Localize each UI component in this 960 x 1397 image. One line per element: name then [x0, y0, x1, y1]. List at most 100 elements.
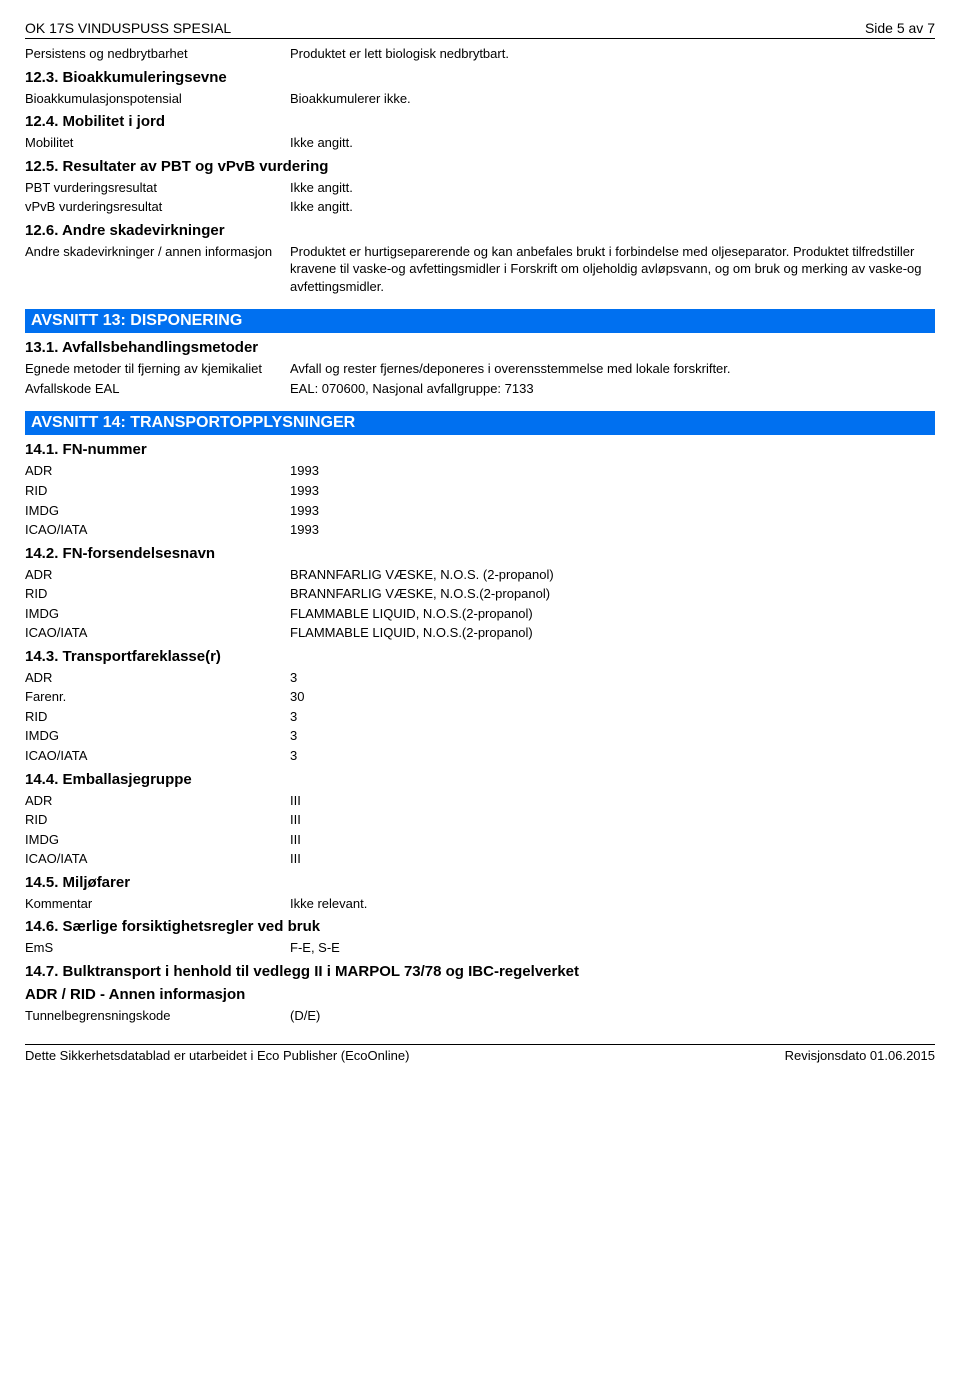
row-avfall-metode: Egnede metoder til fjerning av kjemikali…	[25, 360, 935, 378]
heading-12-5: 12.5. Resultater av PBT og vPvB vurderin…	[25, 158, 935, 175]
page-header: OK 17S VINDUSPUSS SPESIAL Side 5 av 7	[25, 20, 935, 39]
row-fn-imdg: IMDG 1993	[25, 502, 935, 520]
label-class-rid: RID	[25, 708, 290, 726]
label-class-imdg: IMDG	[25, 727, 290, 745]
value-pbt: Ikke angitt.	[290, 179, 935, 197]
row-fn-adr: ADR 1993	[25, 462, 935, 480]
value-class-rid: 3	[290, 708, 935, 726]
row-persistens: Persistens og nedbrytbarhet Produktet er…	[25, 45, 935, 63]
label-pg-icao: ICAO/IATA	[25, 850, 290, 868]
label-pg-rid: RID	[25, 811, 290, 829]
value-avfall-metode: Avfall og rester fjernes/deponeres i ove…	[290, 360, 935, 378]
value-name-adr: BRANNFARLIG VÆSKE, N.O.S. (2-propanol)	[290, 566, 935, 584]
label-class-adr: ADR	[25, 669, 290, 687]
value-mobilitet: Ikke angitt.	[290, 134, 935, 152]
heading-12-4: 12.4. Mobilitet i jord	[25, 113, 935, 130]
row-andre-skadevirkninger: Andre skadevirkninger / annen informasjo…	[25, 243, 935, 296]
value-pg-adr: III	[290, 792, 935, 810]
label-vpvb: vPvB vurderingsresultat	[25, 198, 290, 216]
value-ems: F-E, S-E	[290, 939, 935, 957]
label-name-rid: RID	[25, 585, 290, 603]
label-persistens: Persistens og nedbrytbarhet	[25, 45, 290, 63]
label-name-adr: ADR	[25, 566, 290, 584]
label-fn-rid: RID	[25, 482, 290, 500]
row-class-imdg: IMDG 3	[25, 727, 935, 745]
value-pg-rid: III	[290, 811, 935, 829]
value-andre-skadevirkninger: Produktet er hurtigseparerende og kan an…	[290, 243, 935, 296]
row-class-adr: ADR 3	[25, 669, 935, 687]
heading-adr-rid-annen: ADR / RID - Annen informasjon	[25, 986, 935, 1003]
row-eal: Avfallskode EAL EAL: 070600, Nasjonal av…	[25, 380, 935, 398]
row-name-rid: RID BRANNFARLIG VÆSKE, N.O.S.(2-propanol…	[25, 585, 935, 603]
label-andre-skadevirkninger: Andre skadevirkninger / annen informasjo…	[25, 243, 290, 296]
row-pg-imdg: IMDG III	[25, 831, 935, 849]
row-env-kommentar: Kommentar Ikke relevant.	[25, 895, 935, 913]
row-tunnel: Tunnelbegrensningskode (D/E)	[25, 1007, 935, 1025]
label-fn-imdg: IMDG	[25, 502, 290, 520]
value-class-farenr: 30	[290, 688, 935, 706]
heading-13-1: 13.1. Avfallsbehandlingsmetoder	[25, 339, 935, 356]
value-bioakk: Bioakkumulerer ikke.	[290, 90, 935, 108]
value-persistens: Produktet er lett biologisk nedbrytbart.	[290, 45, 935, 63]
heading-14-5: 14.5. Miljøfarer	[25, 874, 935, 891]
value-class-adr: 3	[290, 669, 935, 687]
row-ems: EmS F-E, S-E	[25, 939, 935, 957]
row-class-farenr: Farenr. 30	[25, 688, 935, 706]
row-class-rid: RID 3	[25, 708, 935, 726]
heading-14-7: 14.7. Bulktransport i henhold til vedleg…	[25, 963, 935, 980]
footer-left: Dette Sikkerhetsdatablad er utarbeidet i…	[25, 1048, 409, 1063]
value-env-kommentar: Ikke relevant.	[290, 895, 935, 913]
page-footer: Dette Sikkerhetsdatablad er utarbeidet i…	[25, 1044, 935, 1063]
heading-14-6: 14.6. Særlige forsiktighetsregler ved br…	[25, 918, 935, 935]
label-ems: EmS	[25, 939, 290, 957]
value-name-rid: BRANNFARLIG VÆSKE, N.O.S.(2-propanol)	[290, 585, 935, 603]
row-pg-rid: RID III	[25, 811, 935, 829]
label-env-kommentar: Kommentar	[25, 895, 290, 913]
value-pg-imdg: III	[290, 831, 935, 849]
label-bioakk: Bioakkumulasjonspotensial	[25, 90, 290, 108]
label-avfall-metode: Egnede metoder til fjerning av kjemikali…	[25, 360, 290, 378]
heading-12-3: 12.3. Bioakkumuleringsevne	[25, 69, 935, 86]
label-eal: Avfallskode EAL	[25, 380, 290, 398]
row-fn-icao: ICAO/IATA 1993	[25, 521, 935, 539]
value-class-icao: 3	[290, 747, 935, 765]
value-fn-imdg: 1993	[290, 502, 935, 520]
value-vpvb: Ikke angitt.	[290, 198, 935, 216]
value-name-icao: FLAMMABLE LIQUID, N.O.S.(2-propanol)	[290, 624, 935, 642]
section-13-title: AVSNITT 13: DISPONERING	[25, 309, 935, 333]
row-name-adr: ADR BRANNFARLIG VÆSKE, N.O.S. (2-propano…	[25, 566, 935, 584]
row-pg-icao: ICAO/IATA III	[25, 850, 935, 868]
row-mobilitet: Mobilitet Ikke angitt.	[25, 134, 935, 152]
row-name-imdg: IMDG FLAMMABLE LIQUID, N.O.S.(2-propanol…	[25, 605, 935, 623]
section-14-title: AVSNITT 14: TRANSPORTOPPLYSNINGER	[25, 411, 935, 435]
label-class-farenr: Farenr.	[25, 688, 290, 706]
footer-right: Revisjonsdato 01.06.2015	[785, 1048, 935, 1063]
label-tunnel: Tunnelbegrensningskode	[25, 1007, 290, 1025]
row-pbt: PBT vurderingsresultat Ikke angitt.	[25, 179, 935, 197]
label-fn-icao: ICAO/IATA	[25, 521, 290, 539]
label-name-icao: ICAO/IATA	[25, 624, 290, 642]
value-fn-adr: 1993	[290, 462, 935, 480]
label-pg-imdg: IMDG	[25, 831, 290, 849]
value-name-imdg: FLAMMABLE LIQUID, N.O.S.(2-propanol)	[290, 605, 935, 623]
value-eal: EAL: 070600, Nasjonal avfallgruppe: 7133	[290, 380, 935, 398]
heading-14-4: 14.4. Emballasjegruppe	[25, 771, 935, 788]
label-name-imdg: IMDG	[25, 605, 290, 623]
value-fn-rid: 1993	[290, 482, 935, 500]
row-name-icao: ICAO/IATA FLAMMABLE LIQUID, N.O.S.(2-pro…	[25, 624, 935, 642]
row-pg-adr: ADR III	[25, 792, 935, 810]
label-pbt: PBT vurderingsresultat	[25, 179, 290, 197]
heading-12-6: 12.6. Andre skadevirkninger	[25, 222, 935, 239]
label-fn-adr: ADR	[25, 462, 290, 480]
page-number: Side 5 av 7	[865, 20, 935, 36]
row-fn-rid: RID 1993	[25, 482, 935, 500]
label-pg-adr: ADR	[25, 792, 290, 810]
doc-title: OK 17S VINDUSPUSS SPESIAL	[25, 20, 231, 36]
row-bioakk: Bioakkumulasjonspotensial Bioakkumulerer…	[25, 90, 935, 108]
value-pg-icao: III	[290, 850, 935, 868]
value-class-imdg: 3	[290, 727, 935, 745]
label-class-icao: ICAO/IATA	[25, 747, 290, 765]
heading-14-3: 14.3. Transportfareklasse(r)	[25, 648, 935, 665]
heading-14-1: 14.1. FN-nummer	[25, 441, 935, 458]
row-class-icao: ICAO/IATA 3	[25, 747, 935, 765]
